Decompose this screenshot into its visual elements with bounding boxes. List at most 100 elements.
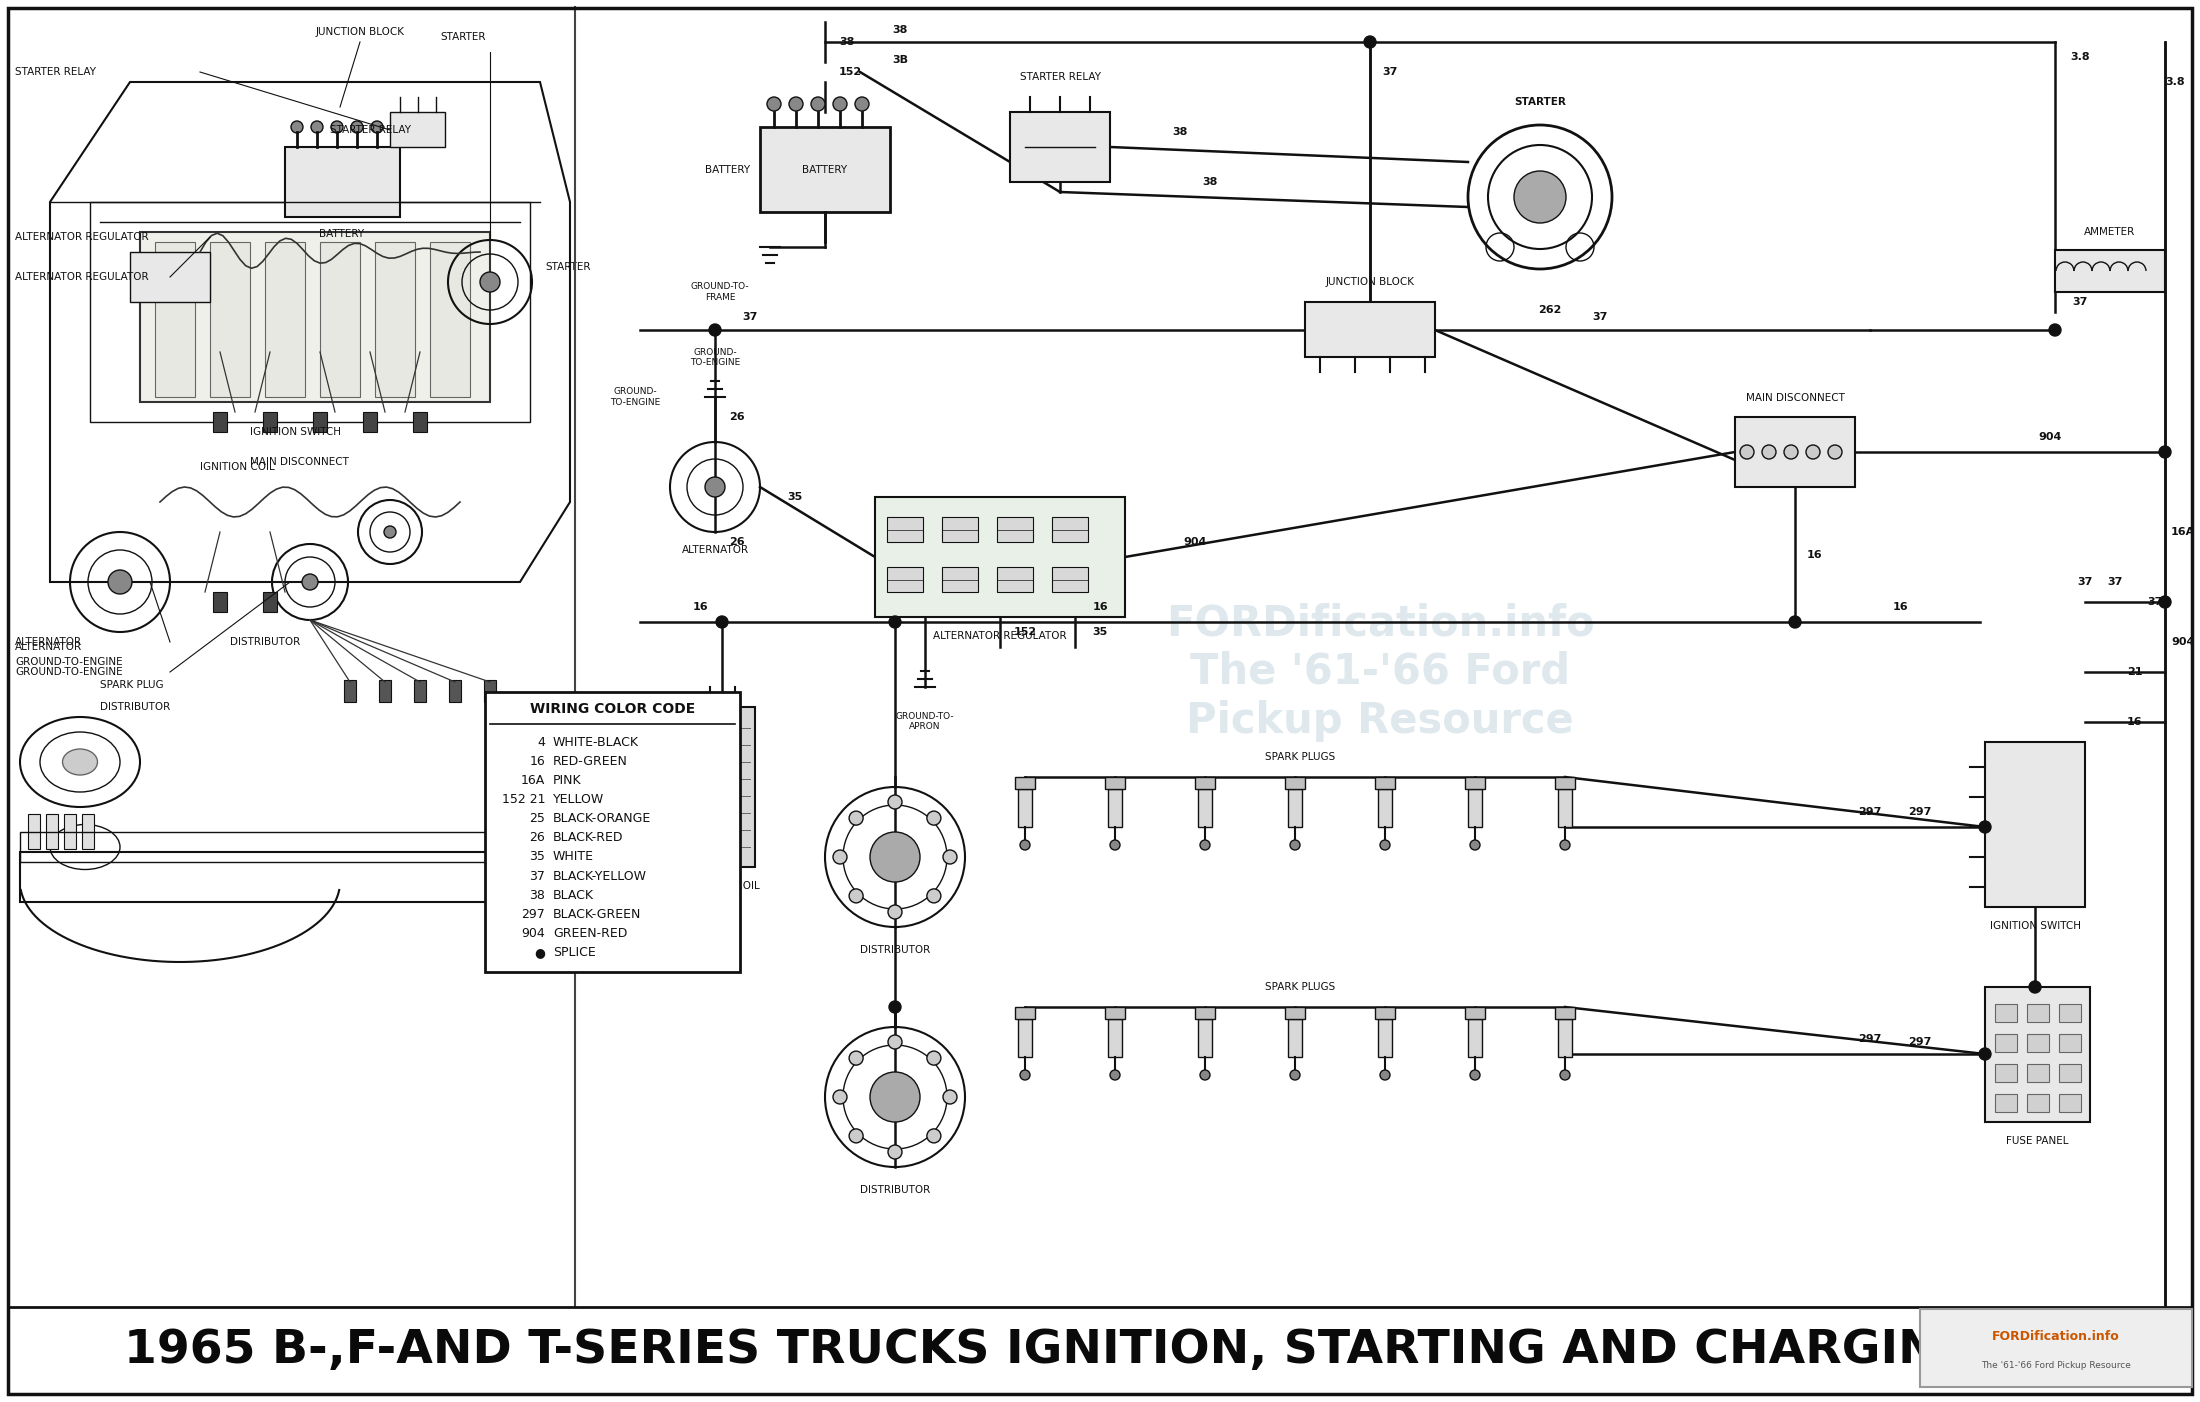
- Bar: [1287, 1019, 1302, 1057]
- Bar: [1019, 1019, 1032, 1057]
- Circle shape: [330, 121, 343, 133]
- Bar: [141, 231, 491, 402]
- Bar: [1465, 777, 1485, 789]
- Text: BLACK: BLACK: [552, 889, 594, 901]
- Bar: [1984, 987, 2090, 1122]
- Text: 38: 38: [893, 25, 909, 35]
- Text: STARTER RELAY: STARTER RELAY: [15, 67, 97, 77]
- Bar: [1014, 777, 1034, 789]
- Bar: [887, 566, 924, 592]
- Text: 16: 16: [693, 601, 708, 613]
- Text: PINK: PINK: [552, 774, 581, 787]
- Circle shape: [944, 850, 957, 864]
- Text: WHITE-BLACK: WHITE-BLACK: [552, 736, 638, 749]
- Circle shape: [926, 1052, 942, 1066]
- Text: 37: 37: [530, 869, 546, 883]
- Text: 904: 904: [521, 927, 546, 941]
- Text: 262: 262: [1538, 306, 1562, 315]
- Circle shape: [1364, 36, 1375, 48]
- Text: ALTERNATOR REGULATOR: ALTERNATOR REGULATOR: [933, 631, 1067, 641]
- Text: GROUND-
TO-ENGINE: GROUND- TO-ENGINE: [609, 387, 660, 407]
- Text: WHITE: WHITE: [552, 851, 594, 864]
- Text: 152 21: 152 21: [502, 794, 546, 806]
- Bar: [1104, 777, 1124, 789]
- Bar: [997, 517, 1034, 543]
- Bar: [1305, 301, 1434, 358]
- Bar: [1995, 1064, 2017, 1082]
- Bar: [2026, 1035, 2048, 1052]
- Text: GROUND-TO-
APRON: GROUND-TO- APRON: [576, 702, 636, 722]
- Circle shape: [704, 477, 726, 496]
- Text: 16A: 16A: [521, 774, 546, 787]
- Text: STARTER RELAY: STARTER RELAY: [1019, 72, 1100, 81]
- Bar: [1109, 1019, 1122, 1057]
- Bar: [1377, 789, 1393, 827]
- Circle shape: [301, 573, 319, 590]
- Text: 37: 37: [2072, 297, 2088, 307]
- Bar: [759, 128, 891, 212]
- Circle shape: [1111, 840, 1120, 850]
- Text: 16: 16: [1892, 601, 1907, 613]
- Bar: [1052, 517, 1089, 543]
- Bar: [389, 112, 444, 147]
- Circle shape: [1199, 1070, 1210, 1080]
- Text: 3.8: 3.8: [2165, 77, 2185, 87]
- Text: ALTERNATOR: ALTERNATOR: [682, 545, 748, 555]
- Bar: [1995, 1004, 2017, 1022]
- Bar: [374, 243, 416, 397]
- Bar: [312, 412, 328, 432]
- Text: 37: 37: [1382, 67, 1397, 77]
- Text: ALTERNATOR REGULATOR: ALTERNATOR REGULATOR: [15, 272, 150, 282]
- Circle shape: [1784, 444, 1797, 458]
- Text: 38: 38: [1173, 128, 1188, 137]
- Bar: [1984, 742, 2086, 907]
- Text: 904: 904: [2039, 432, 2061, 442]
- Circle shape: [1021, 840, 1030, 850]
- Bar: [1555, 777, 1575, 789]
- Text: WIRING COLOR CODE: WIRING COLOR CODE: [530, 702, 695, 716]
- Bar: [363, 412, 376, 432]
- Bar: [1199, 789, 1212, 827]
- Text: 297: 297: [521, 908, 546, 921]
- Text: GROUND-
TO-ENGINE: GROUND- TO-ENGINE: [691, 348, 739, 367]
- Text: FUSE PANEL: FUSE PANEL: [2006, 1136, 2068, 1145]
- Circle shape: [1828, 444, 1841, 458]
- Bar: [20, 831, 561, 862]
- Circle shape: [1806, 444, 1819, 458]
- Circle shape: [889, 615, 902, 628]
- Text: MAIN DISCONNECT: MAIN DISCONNECT: [1745, 393, 1844, 402]
- Text: 38: 38: [840, 36, 854, 48]
- Bar: [484, 680, 495, 702]
- Text: 21: 21: [2127, 667, 2143, 677]
- Text: 37: 37: [741, 313, 757, 322]
- Bar: [414, 412, 427, 432]
- Text: DISTRIBUTOR: DISTRIBUTOR: [860, 1185, 931, 1195]
- Circle shape: [310, 121, 323, 133]
- Bar: [942, 566, 979, 592]
- Text: DISTRIBUTOR: DISTRIBUTOR: [231, 637, 299, 646]
- Text: FORDification.info: FORDification.info: [1993, 1330, 2121, 1343]
- Bar: [1104, 1007, 1124, 1019]
- Text: 297: 297: [1907, 1037, 1932, 1047]
- Bar: [1285, 777, 1305, 789]
- Bar: [1287, 789, 1302, 827]
- Bar: [154, 243, 196, 397]
- Circle shape: [1980, 822, 1991, 833]
- Text: RED-GREEN: RED-GREEN: [552, 754, 627, 768]
- Bar: [46, 815, 57, 850]
- Bar: [1375, 777, 1395, 789]
- Bar: [1019, 789, 1032, 827]
- Circle shape: [834, 97, 847, 111]
- Circle shape: [1199, 840, 1210, 850]
- Circle shape: [812, 97, 825, 111]
- Text: 37: 37: [2077, 578, 2092, 587]
- Text: 35: 35: [788, 492, 803, 502]
- Circle shape: [1379, 1070, 1390, 1080]
- Circle shape: [1980, 1049, 1991, 1060]
- Text: 35: 35: [1093, 627, 1107, 637]
- Text: SPARK PLUGS: SPARK PLUGS: [1265, 981, 1335, 993]
- Bar: [209, 243, 251, 397]
- Circle shape: [2158, 446, 2171, 458]
- Bar: [213, 592, 227, 613]
- Bar: [1921, 1309, 2191, 1387]
